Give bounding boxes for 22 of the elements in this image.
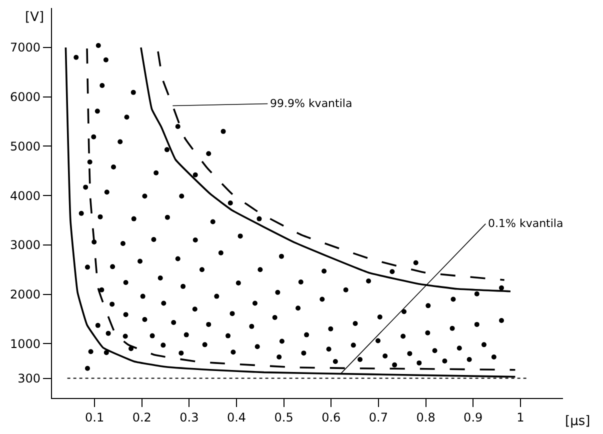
- x-tick-label: 1: [516, 410, 524, 424]
- y-tick-label: 300: [18, 371, 40, 386]
- y-tick-label: 6000: [10, 90, 40, 104]
- y-tick-label: 4000: [10, 188, 40, 203]
- x-tick-label: 0.1: [85, 410, 104, 424]
- y-tick-label: 1000: [10, 336, 40, 351]
- x-tick-label: 0.8: [416, 410, 436, 424]
- y-tick-label: 7000: [10, 40, 40, 55]
- y-axis-title: [V]: [25, 10, 44, 25]
- x-tick-label: 0.6: [322, 410, 341, 424]
- y-tick-label: 2000: [10, 288, 40, 302]
- annotation: 99.9% kvantila: [270, 97, 352, 110]
- x-tick-label: 0.5: [274, 410, 294, 424]
- y-tick-label: 5000: [10, 139, 40, 154]
- x-tick-label: 0.2: [132, 410, 152, 424]
- x-tick-label: 0.4: [226, 410, 246, 424]
- x-tick-label: 0.7: [368, 410, 388, 424]
- y-tick-label: 3000: [10, 238, 40, 252]
- x-axis-title: [µs]: [565, 414, 590, 429]
- x-tick-label: 0.9: [464, 410, 483, 424]
- annotation: 0.1% kvantila: [488, 217, 564, 230]
- x-tick-label: 0.3: [180, 410, 199, 424]
